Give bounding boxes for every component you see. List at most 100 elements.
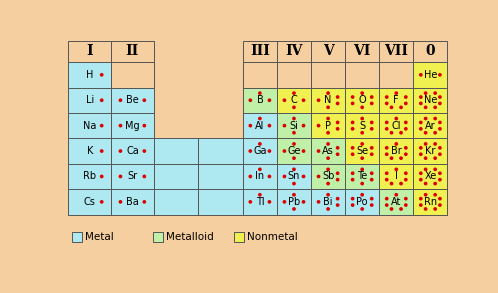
Text: IV: IV: [285, 44, 303, 58]
Circle shape: [293, 117, 295, 120]
Bar: [345, 62, 379, 88]
Circle shape: [371, 128, 373, 130]
Bar: [277, 88, 311, 113]
Circle shape: [371, 197, 373, 200]
Circle shape: [259, 168, 261, 171]
Bar: [243, 138, 277, 164]
Bar: [154, 164, 198, 189]
Circle shape: [434, 92, 436, 94]
Circle shape: [268, 201, 270, 203]
Circle shape: [293, 194, 295, 196]
Text: Nonmetal: Nonmetal: [248, 231, 298, 241]
Bar: [413, 113, 447, 138]
Text: Sb: Sb: [322, 171, 334, 181]
Circle shape: [371, 102, 373, 105]
Text: Cs: Cs: [84, 197, 96, 207]
Circle shape: [302, 175, 305, 178]
Text: Ne: Ne: [424, 95, 437, 105]
Bar: [345, 88, 379, 113]
Bar: [111, 189, 154, 214]
Circle shape: [395, 168, 397, 171]
Circle shape: [283, 150, 285, 152]
Circle shape: [352, 178, 354, 181]
Circle shape: [405, 172, 407, 174]
Text: Se: Se: [356, 146, 368, 156]
Text: Pb: Pb: [288, 197, 300, 207]
Circle shape: [352, 197, 354, 200]
Bar: [68, 88, 111, 113]
Circle shape: [352, 172, 354, 174]
Circle shape: [361, 157, 364, 159]
Text: Tl: Tl: [255, 197, 264, 207]
Circle shape: [390, 183, 392, 185]
Bar: [154, 138, 198, 164]
Bar: [68, 113, 111, 138]
Bar: [311, 138, 345, 164]
Text: Na: Na: [83, 121, 97, 131]
Circle shape: [420, 121, 422, 124]
Circle shape: [337, 172, 339, 174]
Circle shape: [439, 74, 441, 76]
Bar: [345, 189, 379, 214]
Bar: [243, 113, 277, 138]
Circle shape: [420, 102, 422, 105]
Circle shape: [371, 178, 373, 181]
Circle shape: [101, 99, 103, 101]
Bar: [277, 113, 311, 138]
Circle shape: [120, 201, 122, 203]
Circle shape: [259, 117, 261, 120]
Bar: [153, 231, 163, 241]
Bar: [379, 138, 413, 164]
Text: III: III: [250, 44, 270, 58]
Circle shape: [101, 150, 103, 152]
Circle shape: [337, 128, 339, 130]
Text: Si: Si: [289, 121, 298, 131]
Circle shape: [439, 147, 441, 149]
Circle shape: [268, 99, 270, 101]
Bar: [345, 88, 379, 113]
Text: Bi: Bi: [323, 197, 333, 207]
Bar: [198, 164, 243, 189]
Circle shape: [352, 96, 354, 98]
Bar: [243, 189, 277, 214]
Text: Te: Te: [357, 171, 368, 181]
Bar: [345, 164, 379, 189]
Bar: [68, 62, 111, 88]
Circle shape: [249, 125, 251, 127]
Circle shape: [434, 194, 436, 196]
Text: C: C: [291, 95, 297, 105]
Circle shape: [327, 117, 329, 120]
Bar: [345, 164, 379, 189]
Circle shape: [120, 125, 122, 127]
Text: I: I: [87, 44, 93, 58]
Text: O: O: [359, 95, 366, 105]
Circle shape: [390, 132, 392, 134]
Circle shape: [405, 102, 407, 105]
Circle shape: [120, 175, 122, 178]
Circle shape: [249, 175, 251, 178]
Bar: [379, 138, 413, 164]
Circle shape: [293, 143, 295, 145]
Circle shape: [337, 197, 339, 200]
Bar: [413, 88, 447, 113]
Bar: [345, 138, 379, 164]
Circle shape: [293, 168, 295, 171]
Bar: [379, 113, 413, 138]
Bar: [379, 189, 413, 214]
Bar: [413, 62, 447, 88]
Circle shape: [395, 143, 397, 145]
Circle shape: [352, 121, 354, 124]
Circle shape: [259, 143, 261, 145]
Circle shape: [424, 168, 427, 171]
Bar: [413, 113, 447, 138]
Circle shape: [420, 153, 422, 155]
Bar: [413, 62, 447, 88]
Circle shape: [439, 102, 441, 105]
Circle shape: [337, 96, 339, 98]
Circle shape: [337, 153, 339, 155]
Bar: [379, 113, 413, 138]
Circle shape: [120, 99, 122, 101]
Circle shape: [317, 175, 320, 178]
Circle shape: [361, 117, 364, 120]
Circle shape: [361, 132, 364, 134]
